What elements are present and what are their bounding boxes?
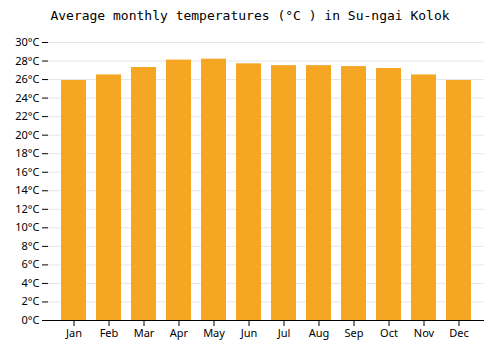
svg-text:28°C: 28°C [15,53,39,68]
svg-text:0°C: 0°C [22,312,40,327]
svg-text:26°C: 26°C [15,71,39,86]
svg-text:Sep: Sep [344,325,363,340]
svg-text:16°C: 16°C [15,164,39,179]
svg-text:Oct: Oct [380,325,398,340]
svg-text:10°C: 10°C [15,219,39,234]
svg-text:Feb: Feb [100,325,119,340]
svg-text:24°C: 24°C [15,90,39,105]
svg-text:Jun: Jun [240,325,258,340]
svg-text:22°C: 22°C [15,108,39,123]
svg-text:18°C: 18°C [15,145,39,160]
svg-text:Nov: Nov [414,325,435,340]
svg-text:Apr: Apr [170,325,189,340]
svg-text:20°C: 20°C [15,127,39,142]
svg-text:May: May [203,325,225,340]
svg-text:8°C: 8°C [22,238,40,253]
svg-text:30°C: 30°C [15,34,39,49]
svg-text:Dec: Dec [449,325,469,340]
svg-text:12°C: 12°C [15,201,39,216]
svg-text:6°C: 6°C [22,256,40,271]
svg-text:Jan: Jan [65,325,82,340]
svg-text:Jul: Jul [277,325,291,340]
svg-text:4°C: 4°C [22,275,40,290]
svg-text:14°C: 14°C [15,182,39,197]
svg-text:2°C: 2°C [22,293,40,308]
html-text:Average monthly temperatures (: Average monthly temperatures (°C ) in Su… [50,8,450,23]
svg-text:Aug: Aug [309,325,330,340]
svg-text:Mar: Mar [134,325,155,340]
